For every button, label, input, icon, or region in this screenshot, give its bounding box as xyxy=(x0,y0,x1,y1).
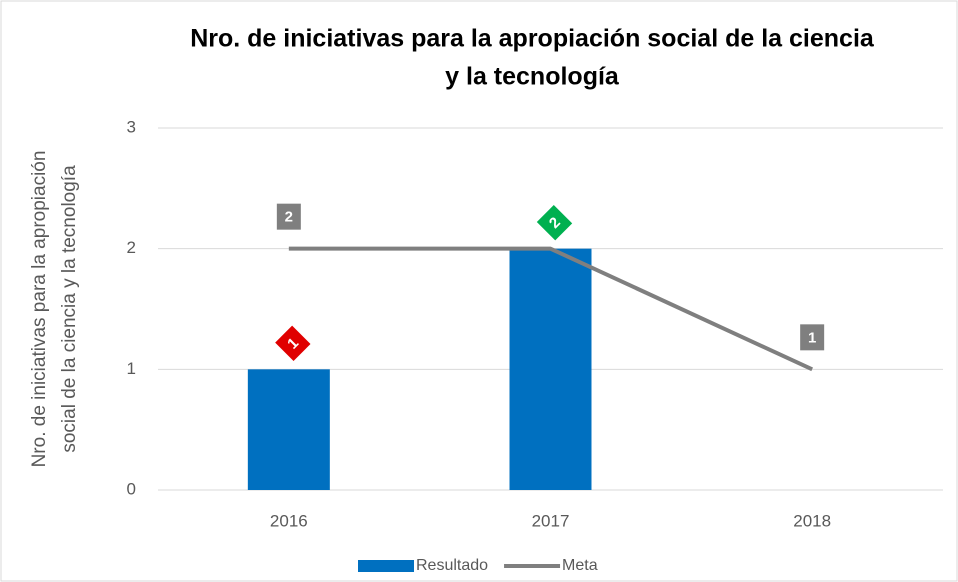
data-label-box xyxy=(536,204,573,241)
data-label-box xyxy=(800,324,825,351)
line xyxy=(288,246,814,372)
legend-label: Meta xyxy=(562,557,598,574)
y-axis-title: Nro. de iniciativas para la apropiación xyxy=(29,151,50,468)
y-tick-label: 3 xyxy=(127,117,136,136)
chart-title: y la tecnología xyxy=(445,63,620,91)
legend-label: Resultado xyxy=(416,557,488,574)
chart-title: Nro. de iniciativas para la apropiación … xyxy=(190,25,875,53)
bar xyxy=(247,369,330,490)
data-label-box xyxy=(276,203,301,230)
legend-swatch xyxy=(358,560,414,572)
data-label-text: 2 xyxy=(285,209,293,226)
data-label-box xyxy=(275,325,311,362)
data-label: 1 xyxy=(275,325,311,362)
x-tick-label: 2018 xyxy=(793,511,831,530)
data-label-text: 1 xyxy=(808,329,816,346)
data-label: 2 xyxy=(536,204,573,241)
y-axis-title: social de la ciencia y la tecnología xyxy=(59,165,80,453)
y-tick-label: 0 xyxy=(127,479,136,498)
x-tick-label: 2017 xyxy=(532,511,570,530)
y-tick-label: 1 xyxy=(127,359,136,378)
x-tick-label: 2016 xyxy=(270,511,308,530)
data-label: 1 xyxy=(800,324,825,351)
data-label: 2 xyxy=(276,203,301,230)
bar xyxy=(509,248,592,490)
y-tick-label: 2 xyxy=(127,238,136,257)
